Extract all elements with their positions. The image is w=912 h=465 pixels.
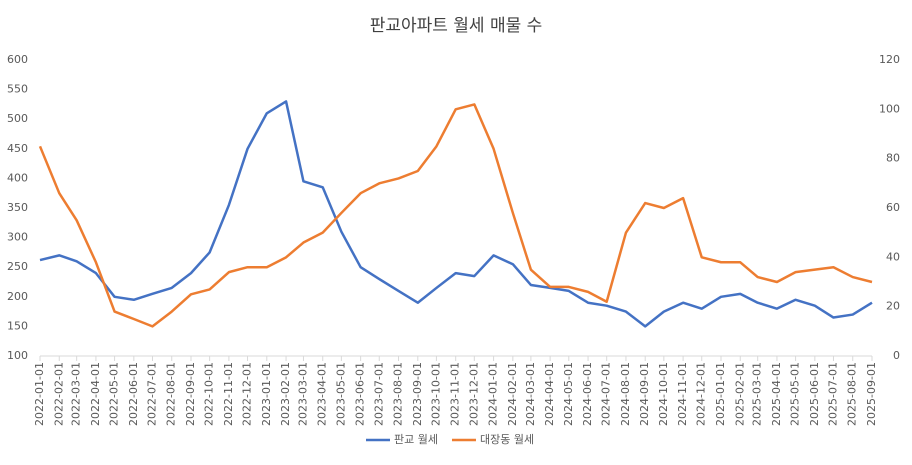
x-tick-label: 2024-07-01 [600, 362, 613, 426]
x-tick-label: 2025-07-01 [826, 362, 839, 426]
series-line [38, 103, 873, 328]
legend-label: 판교 월세 [394, 433, 438, 446]
y-tick-label: 600 [7, 53, 28, 66]
x-tick-label: 2025-04-01 [770, 362, 783, 426]
x-tick-label: 2023-10-01 [429, 362, 442, 426]
x-tick-label: 2023-01-01 [260, 362, 273, 426]
y2-tick-label: 40 [886, 250, 900, 263]
y2-tick-label: 0 [893, 349, 900, 362]
x-tick-label: 2022-06-01 [127, 362, 140, 426]
x-tick-label: 2022-09-01 [184, 362, 197, 426]
x-tick-label: 2023-09-01 [411, 362, 424, 426]
x-tick-label: 2023-08-01 [392, 362, 405, 426]
x-tick-label: 2025-08-01 [846, 362, 859, 426]
x-tick-label: 2023-05-01 [334, 362, 347, 426]
x-tick-label: 2024-11-01 [676, 362, 689, 426]
x-tick-label: 2023-11-01 [449, 362, 462, 426]
y2-tick-label: 120 [879, 53, 900, 66]
x-tick-label: 2024-09-01 [638, 362, 651, 426]
x-tick-label: 2024-12-01 [695, 362, 708, 426]
x-tick-label: 2025-01-01 [714, 362, 727, 426]
x-tick-label: 2022-04-01 [89, 362, 102, 426]
x-tick-label: 2022-03-01 [70, 362, 83, 426]
x-tick-label: 2025-06-01 [808, 362, 821, 426]
y-tick-label: 200 [7, 290, 28, 303]
x-tick-label: 2022-05-01 [108, 362, 121, 426]
x-tick-label: 2024-03-01 [524, 362, 537, 426]
x-tick-label: 2024-05-01 [562, 362, 575, 426]
x-tick-label: 2023-06-01 [354, 362, 367, 426]
x-tick-label: 2023-04-01 [316, 362, 329, 426]
x-tick-label: 2024-02-01 [506, 362, 519, 426]
y-tick-label: 250 [7, 260, 28, 273]
y-tick-label: 450 [7, 142, 28, 155]
y2-tick-label: 20 [886, 300, 900, 313]
x-tick-label: 2024-08-01 [619, 362, 632, 426]
x-tick-label: 2023-02-01 [279, 362, 292, 426]
x-tick-label: 2024-01-01 [487, 362, 500, 426]
x-tick-label: 2023-07-01 [372, 362, 385, 426]
y-tick-label: 500 [7, 112, 28, 125]
x-tick-label: 2022-11-01 [222, 362, 235, 426]
y-tick-label: 350 [7, 201, 28, 214]
y-tick-label: 400 [7, 171, 28, 184]
x-tick-label: 2025-02-01 [733, 362, 746, 426]
y2-tick-label: 100 [879, 102, 900, 115]
x-tick-label: 2025-03-01 [751, 362, 764, 426]
x-tick-label: 2024-06-01 [581, 362, 594, 426]
y-tick-label: 300 [7, 231, 28, 244]
x-tick-label: 2022-07-01 [145, 362, 158, 426]
y-tick-label: 550 [7, 83, 28, 96]
chart-title: 판교아파트 월세 매물 수 [370, 16, 543, 36]
x-tick-label: 2022-08-01 [165, 362, 178, 426]
x-tick-label: 2022-10-01 [203, 362, 216, 426]
x-tick-label: 2023-12-01 [467, 362, 480, 426]
legend-label: 대장동 월세 [480, 433, 534, 446]
x-tick-label: 2022-01-01 [33, 362, 46, 426]
x-tick-label: 2022-02-01 [52, 362, 65, 426]
y-tick-label: 150 [7, 319, 28, 332]
x-tick-label: 2025-09-01 [865, 362, 878, 426]
x-tick-label: 2023-03-01 [296, 362, 309, 426]
x-tick-label: 2024-10-01 [657, 362, 670, 426]
x-tick-label: 2022-12-01 [241, 362, 254, 426]
series-line [39, 100, 873, 328]
y2-tick-label: 60 [886, 201, 900, 214]
y-tick-label: 100 [7, 349, 28, 362]
x-tick-label: 2024-04-01 [543, 362, 556, 426]
y2-tick-label: 80 [886, 152, 900, 165]
x-tick-label: 2025-05-01 [789, 362, 802, 426]
